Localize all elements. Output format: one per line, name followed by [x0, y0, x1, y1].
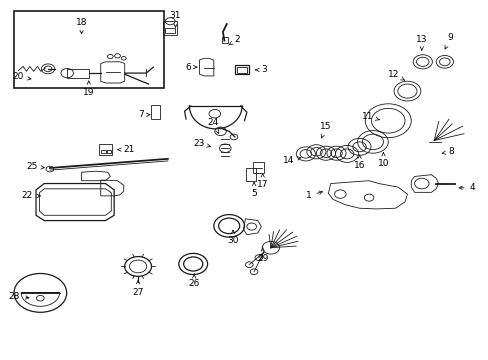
Bar [107, 150, 111, 153]
Text: 27: 27 [132, 280, 143, 297]
Text: 18: 18 [76, 18, 87, 34]
Text: 10: 10 [377, 153, 388, 168]
Text: 23: 23 [193, 139, 210, 148]
Text: 1: 1 [305, 191, 322, 201]
Text: 13: 13 [415, 35, 427, 50]
Text: 28: 28 [9, 292, 29, 301]
Text: 8: 8 [441, 147, 453, 156]
Text: 20: 20 [13, 72, 31, 81]
Text: 17: 17 [256, 174, 268, 189]
Text: 21: 21 [118, 145, 135, 154]
Text: 22: 22 [21, 192, 41, 201]
Bar [234, 66, 249, 74]
Bar [246, 168, 256, 181]
Bar [14, 12, 164, 88]
Text: 9: 9 [444, 33, 452, 49]
Text: 5: 5 [251, 183, 256, 198]
Bar [253, 162, 263, 173]
Bar [151, 105, 160, 119]
Text: 11: 11 [362, 112, 379, 121]
Text: 24: 24 [207, 118, 219, 133]
Text: 29: 29 [257, 248, 268, 263]
Text: 25: 25 [26, 162, 44, 171]
Bar [236, 67, 247, 73]
Text: 19: 19 [83, 81, 94, 96]
Text: 6: 6 [184, 63, 196, 72]
Text: 3: 3 [255, 66, 266, 75]
Text: 30: 30 [227, 230, 238, 246]
Text: 31: 31 [169, 11, 181, 27]
Bar [222, 37, 227, 43]
Bar [99, 144, 112, 154]
Text: 26: 26 [188, 274, 200, 288]
Text: 14: 14 [283, 156, 300, 165]
Text: 2: 2 [228, 35, 239, 45]
Bar [67, 69, 89, 78]
Bar [163, 21, 177, 35]
Bar [101, 150, 106, 153]
Text: 7: 7 [138, 110, 149, 119]
Text: 16: 16 [353, 155, 365, 170]
Text: 15: 15 [320, 122, 331, 138]
Text: 4: 4 [458, 183, 474, 192]
Bar [164, 28, 175, 33]
Text: 12: 12 [387, 70, 404, 80]
